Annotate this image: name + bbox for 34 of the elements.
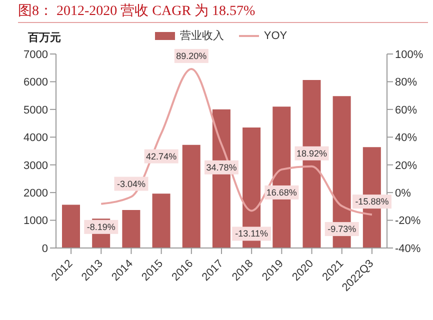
bar <box>122 210 140 248</box>
bar <box>152 194 170 248</box>
y-tick-label: 6000 <box>24 76 48 89</box>
y2-tick-label: 60% <box>395 104 418 116</box>
data-label: 16.68% <box>266 187 297 198</box>
y-tick-label: 5000 <box>24 104 48 116</box>
data-label: 89.20% <box>176 50 207 61</box>
y-tick-label: 3000 <box>24 160 48 172</box>
data-label: -13.11% <box>235 228 268 239</box>
y-tick-label: 0 <box>42 242 48 255</box>
data-label: 42.74% <box>146 151 177 162</box>
y2-tick-label: 0% <box>395 187 412 200</box>
bar <box>62 204 80 248</box>
y2-tick-label: 20% <box>395 160 418 172</box>
y-tick-label: 7000 <box>24 48 48 61</box>
data-label: 34.78% <box>206 162 237 172</box>
y2-tick-label: -40% <box>395 242 421 255</box>
y2-tick-label: -20% <box>395 215 421 228</box>
legend-label: YOY <box>264 30 288 42</box>
data-label: -9.73% <box>328 224 356 234</box>
y2-tick-label: 80% <box>395 76 418 89</box>
data-label: 18.92% <box>296 148 328 158</box>
bar <box>182 144 200 248</box>
data-label: -8.19% <box>86 222 116 232</box>
y-axis-title: 百万元 <box>28 31 61 45</box>
data-label: -15.88% <box>355 196 389 207</box>
chart-title: 图8： 2012-2020 营收 CAGR 为 18.57% <box>18 2 256 20</box>
y2-tick-label: 100% <box>395 48 424 61</box>
data-label: -3.04% <box>116 178 146 189</box>
legend-label: 营业收入 <box>180 29 224 43</box>
y-tick-label: 4000 <box>24 132 48 144</box>
y2-tick-label: 40% <box>395 132 418 144</box>
y-tick-label: 1000 <box>24 215 48 228</box>
y-tick-label: 2000 <box>24 187 48 200</box>
